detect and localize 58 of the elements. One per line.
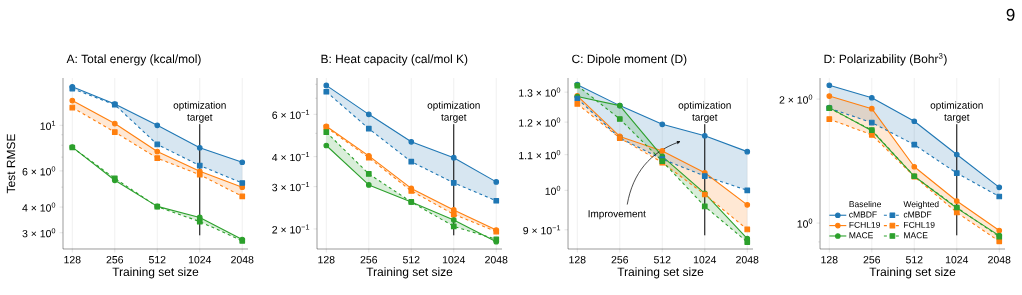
y-tick-label: 4 × 10$^{0}$ <box>22 202 56 212</box>
x-tick-label: 1024 <box>188 256 212 264</box>
y-tick-label: 10$^{0}$ <box>797 218 813 228</box>
text: 9 <box>1006 8 1015 21</box>
legend-label: FCHL19 <box>849 221 880 228</box>
ref-line-label: optimization target <box>930 101 983 123</box>
ref-line-label: optimization target <box>678 101 731 123</box>
x-axis-title: Training set size <box>112 267 199 279</box>
legend-label: cMBDF <box>903 211 932 218</box>
ref-line-label: optimization target <box>173 101 226 123</box>
x-tick-label: 128 <box>569 256 586 264</box>
y-tick-label: 3 × 10$^{−1}$ <box>272 182 310 192</box>
x-tick-label: 256 <box>360 256 378 264</box>
x-tick-label: 512 <box>402 256 420 264</box>
chart-title: A: Total energy (kcal/mol) <box>66 54 201 66</box>
legend-label: MACE <box>904 232 928 239</box>
chart-title: C: Dipole moment (D) <box>572 54 687 66</box>
x-tick-label: 2048 <box>485 256 508 264</box>
y-tick-label: 6 × 10$^{0}$ <box>22 166 56 176</box>
legend-label: cMBDF <box>849 211 877 218</box>
legend-label: MACE <box>849 232 873 239</box>
x-tick-label: 2048 <box>988 256 1011 264</box>
annotation: Baseline <box>849 200 881 208</box>
x-tick-label: 1024 <box>693 256 717 264</box>
x-axis-title: Training set size <box>366 267 453 279</box>
y-tick-label: 10$^{1}$ <box>40 120 56 130</box>
y-tick-label: 10$^{0}$ <box>545 185 561 195</box>
x-tick-label: 512 <box>653 256 671 264</box>
x-tick-label: 1024 <box>442 256 466 264</box>
x-tick-label: 2048 <box>736 256 759 264</box>
x-tick-label: 2048 <box>231 256 254 264</box>
y-tick-label: 1.3 × 10$^{0}$ <box>519 87 561 97</box>
x-tick-label: 128 <box>64 256 81 264</box>
y-tick-label: 1.1 × 10$^{0}$ <box>519 150 561 160</box>
x-tick-label: 256 <box>106 256 124 264</box>
x-axis-title: Training set size <box>869 267 956 279</box>
x-tick-label: 256 <box>863 256 881 264</box>
x-tick-label: 256 <box>611 256 629 264</box>
annotation: Weighted <box>903 200 939 209</box>
x-tick-label: 512 <box>905 256 923 264</box>
y-axis-title: Test RMSE <box>6 134 16 194</box>
y-tick-label: 9 × 10$^{−1}$ <box>523 225 561 235</box>
chart-title: D: Polarizability (Bohr$^{3}$) <box>824 53 947 66</box>
y-tick-label: 3 × 10$^{0}$ <box>22 228 56 238</box>
y-tick-label: 2 × 10$^{−1}$ <box>272 224 310 234</box>
x-axis-title: Training set size <box>617 267 704 279</box>
x-tick-label: 128 <box>821 256 838 264</box>
y-tick-label: 2 × 10$^{0}$ <box>779 94 813 104</box>
x-tick-label: 512 <box>148 256 166 264</box>
y-tick-label: 6 × 10$^{−1}$ <box>272 109 310 119</box>
x-tick-label: 128 <box>318 256 335 264</box>
y-tick-label: 4 × 10$^{−1}$ <box>272 152 310 162</box>
ref-line-label: optimization target <box>427 101 480 123</box>
y-tick-label: 1.2 × 10$^{0}$ <box>519 117 561 127</box>
annotation: Improvement <box>588 210 646 220</box>
x-tick-label: 1024 <box>945 256 969 264</box>
chart-title: B: Heat capacity (cal/mol K) <box>321 54 468 66</box>
legend-label: FCHL19 <box>904 221 935 228</box>
